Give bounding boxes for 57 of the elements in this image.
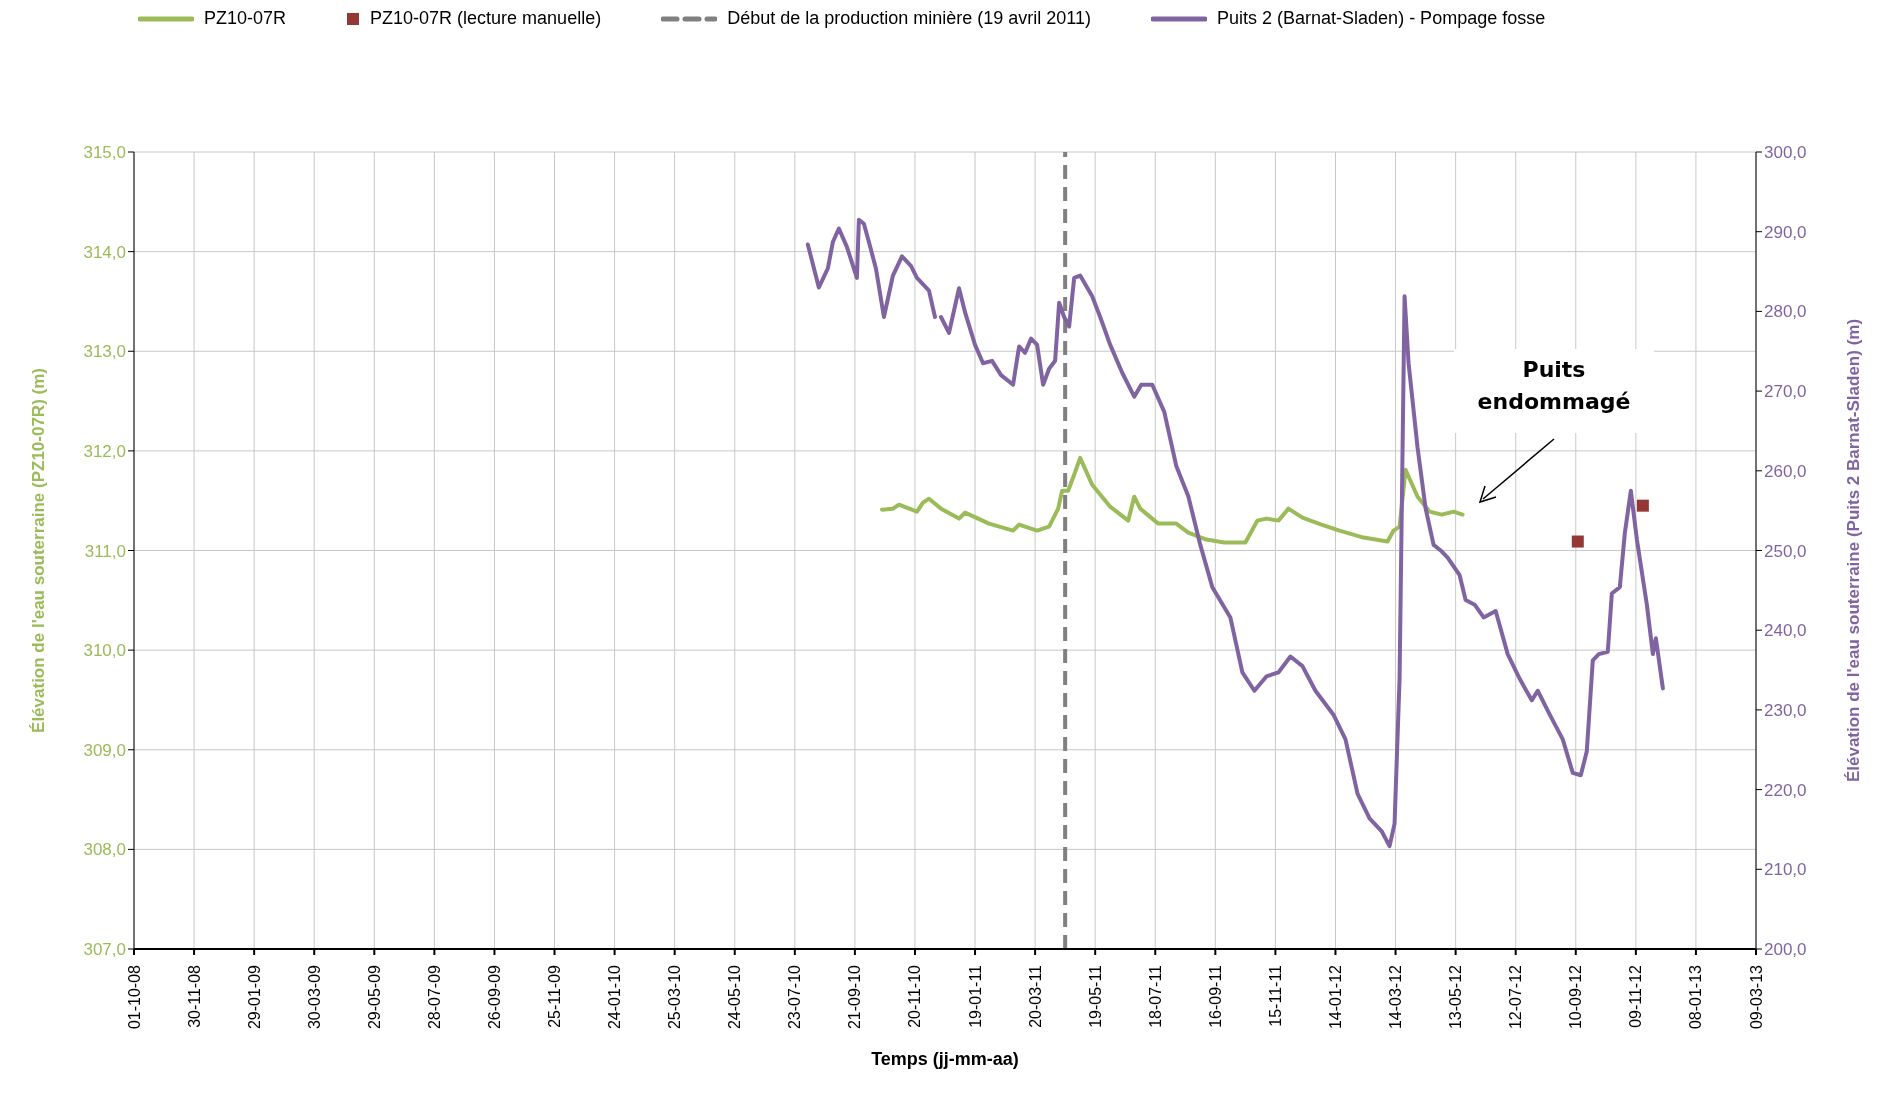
y-tick-label: 309,0 [83, 740, 126, 760]
x-tick-label: 24-01-10 [606, 964, 624, 1030]
x-tick-label: 24-05-10 [726, 964, 744, 1030]
line-series [879, 455, 1465, 545]
y-tick-label: 308,0 [83, 840, 126, 860]
y2-tick-label: 220,0 [1764, 780, 1807, 800]
y2-tick-label: 200,0 [1764, 940, 1807, 960]
x-tick-label: 20-11-10 [906, 964, 924, 1028]
x-tick-label: 23-07-10 [786, 964, 804, 1030]
legend-label: Début de la production minière (19 avril 2011) [727, 8, 1092, 29]
x-tick-label: 12-07-12 [1507, 964, 1525, 1030]
x-tick-label: 09-11-12 [1627, 964, 1645, 1028]
x-tick-label: 25-11-09 [546, 964, 564, 1028]
annotation: Puits endommagé [1477, 357, 1631, 414]
y-tick-label: 311,0 [84, 541, 126, 561]
y-tick-label: 312,0 [83, 441, 126, 461]
x-tick-label: 14-03-12 [1387, 964, 1405, 1030]
x-tick-label: 15-11-11 [1266, 964, 1284, 1027]
y2-tick-label: 300,0 [1764, 143, 1807, 163]
x-tick-label: 19-05-11 [1086, 964, 1104, 1028]
legend-label: Puits 2 (Barnat-Sladen) - Pompage fosse [1217, 8, 1546, 29]
y2-tick-label: 210,0 [1764, 860, 1807, 880]
y2-tick-label: 290,0 [1764, 222, 1807, 242]
legend-label: PZ10-07R (lecture manuelle) [370, 8, 602, 29]
x-tick-label: 13-05-12 [1447, 964, 1465, 1030]
y2-tick-label: 250,0 [1764, 541, 1807, 561]
x-axis-title: Temps (jj-mm-aa) [871, 1049, 1019, 1069]
x-tick-label: 30-11-08 [185, 964, 203, 1028]
legend-label: PZ10-07R [204, 8, 287, 29]
y2-tick-label: 230,0 [1764, 700, 1807, 720]
y2-axis-title: Élévation de l'eau souterraine (Puits 2 Barnat-Sladen) (m) [1844, 318, 1864, 783]
x-tick-label: 25-03-10 [666, 964, 684, 1030]
x-tick-label: 26-09-09 [485, 964, 503, 1030]
x-tick-label: 30-03-09 [305, 964, 323, 1030]
x-tick-label: 10-09-12 [1567, 964, 1585, 1030]
x-tick-label: 14-01-12 [1326, 964, 1344, 1030]
y2-tick-label: 260,0 [1764, 461, 1807, 481]
y-axis-title: Élévation de l'eau souterraine (PZ10-07R) (m) [29, 368, 49, 733]
x-tick-label: 09-03-13 [1747, 964, 1765, 1030]
x-tick-label: 20-03-11 [1026, 964, 1044, 1028]
x-tick-label: 01-10-08 [125, 964, 143, 1030]
x-tick-label: 18-07-11 [1146, 964, 1164, 1028]
x-tick-label: 16-09-11 [1206, 964, 1224, 1028]
y-tick-label: 310,0 [83, 641, 126, 661]
x-tick-label: 08-01-13 [1687, 964, 1705, 1030]
y-tick-label: 315,0 [83, 143, 126, 163]
y2-tick-label: 270,0 [1764, 382, 1807, 402]
x-tick-label: 29-01-09 [245, 964, 263, 1030]
x-tick-label: 28-07-09 [425, 964, 443, 1030]
x-tick-label: 29-05-09 [365, 964, 383, 1030]
y2-tick-label: 240,0 [1764, 621, 1807, 641]
y-tick-label: 313,0 [83, 342, 126, 362]
y-tick-label: 314,0 [83, 242, 126, 262]
x-tick-label: 21-09-10 [846, 964, 864, 1030]
x-tick-label: 19-01-11 [966, 964, 984, 1028]
y2-tick-label: 280,0 [1764, 302, 1807, 322]
y-tick-label: 307,0 [83, 940, 126, 960]
